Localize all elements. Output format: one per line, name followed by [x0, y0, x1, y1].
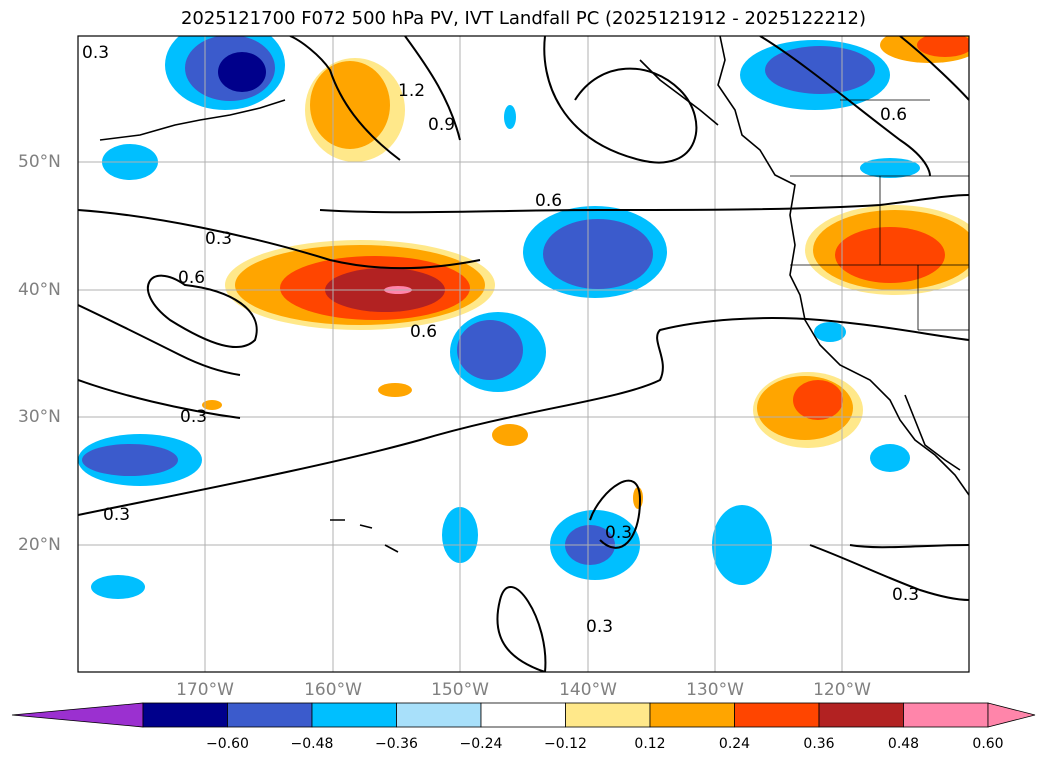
colorbar-tick-label: −0.60: [206, 736, 249, 752]
colorbar: [11, 702, 1036, 728]
contour-label: 1.2: [398, 81, 425, 101]
colorbar-segment: [311, 702, 397, 728]
colorbar-tick-label: 0.36: [803, 736, 835, 752]
lon-label: 150°W: [431, 680, 489, 700]
plot-area: 0.3 0.6 0.3 0.3 0.6 0.6 0.9 1.2 0.6 0.3 …: [78, 36, 969, 672]
colorbar-segment: [649, 702, 735, 728]
map-title: 2025121700 F072 500 hPa PV, IVT Landfall…: [180, 8, 867, 29]
contour-label: 0.9: [428, 115, 455, 135]
lon-label: 160°W: [304, 680, 362, 700]
lat-label: 40°N: [18, 280, 61, 300]
lat-label: 20°N: [18, 535, 61, 555]
lat-label: 50°N: [18, 152, 61, 172]
colorbar-tick-label: 0.24: [718, 736, 751, 752]
contour-label: 0.6: [410, 322, 437, 342]
plot-frame: [77, 35, 970, 673]
lon-label: 140°W: [559, 680, 617, 700]
colorbar-segment: [142, 702, 228, 728]
colorbar-segment: [818, 702, 904, 728]
colorbar-tick-label: −0.12: [544, 736, 587, 752]
contour-label: 0.3: [82, 43, 109, 63]
contour-label: 0.6: [178, 268, 205, 288]
contour-label: 0.3: [586, 617, 613, 637]
colorbar-extend-high: [987, 702, 1036, 728]
positive-anomaly-shading: [202, 36, 969, 509]
pv-contours: [78, 36, 969, 672]
colorbar-tick-label: −0.24: [459, 736, 503, 752]
colorbar-tick-label: 0.48: [887, 736, 920, 752]
negative-anomaly-shading: [78, 36, 920, 599]
political-borders: [790, 99, 969, 331]
colorbar-extend-low: [11, 702, 144, 728]
contour-label: 0.6: [535, 191, 562, 211]
pv-contour-labels: 0.3 0.6 0.3 0.3 0.6 0.6 0.9 1.2 0.6 0.3 …: [82, 43, 919, 637]
contour-label: 0.3: [205, 229, 232, 249]
lon-label: 120°W: [813, 680, 871, 700]
contour-label: 0.3: [103, 505, 130, 525]
lon-label: 130°W: [686, 680, 744, 700]
colorbar-segment: [734, 702, 820, 728]
colorbar-tick-label: 0.12: [634, 736, 666, 752]
colorbar-segment: [480, 702, 566, 728]
colorbar-segment: [565, 702, 651, 728]
colorbar-tick-label: 0.60: [972, 736, 1004, 752]
contour-label: 0.3: [180, 407, 207, 427]
colorbar-segment: [227, 702, 313, 728]
lon-label: 170°W: [176, 680, 234, 700]
contour-label: 0.6: [880, 105, 907, 125]
lat-label: 30°N: [18, 407, 61, 427]
colorbar-tick-label: −0.36: [375, 736, 418, 752]
colorbar-segment: [396, 702, 482, 728]
contour-label: 0.3: [892, 585, 919, 605]
contour-label: 0.3: [605, 523, 632, 543]
colorbar-tick-label: −0.48: [290, 736, 334, 752]
colorbar-segment: [903, 702, 989, 728]
